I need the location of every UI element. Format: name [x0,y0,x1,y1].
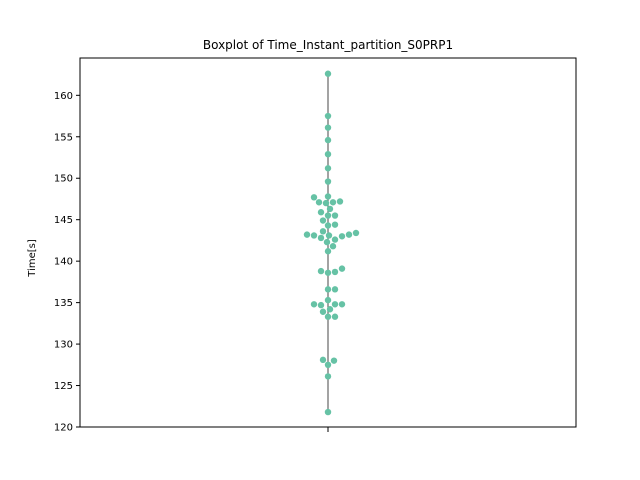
data-point [324,269,332,276]
data-point [310,301,318,308]
data-point [331,221,339,228]
data-point [338,301,346,308]
y-tick-label: 145 [54,215,73,226]
data-point [324,112,332,120]
data-point [303,231,311,238]
y-tick-label: 125 [54,381,73,392]
data-point [326,205,334,213]
data-point [324,313,332,320]
data-point [331,268,339,276]
data-point [329,243,337,250]
data-point [338,265,346,272]
data-point [324,136,332,144]
chart-title: Boxplot of Time_Instant_partition_S0PRP1 [203,38,453,52]
data-point [310,194,318,201]
data-point [324,178,332,185]
data-point [336,198,344,205]
data-point [331,236,339,243]
data-point [338,233,346,240]
data-point [324,222,332,229]
data-point [317,267,325,275]
swarm-points [303,70,360,416]
data-point [330,357,338,364]
data-point [324,150,332,158]
y-tick-label: 135 [54,298,73,309]
data-point [324,286,332,293]
data-point [324,408,332,416]
data-point [331,313,339,320]
data-point [324,212,332,219]
data-point [324,248,332,255]
data-point [331,286,339,293]
y-tick-label: 150 [54,174,73,185]
data-point [325,232,333,239]
data-point [319,356,327,364]
data-point [324,296,332,304]
data-point [319,228,327,235]
y-axis-label: Time[s] [27,239,38,278]
data-point [319,308,327,315]
data-point [317,209,325,216]
data-point [345,231,353,238]
data-point [322,199,330,207]
data-point [324,124,332,131]
data-point [324,70,332,77]
data-point [310,232,318,239]
data-point [317,234,325,242]
data-point [331,301,339,308]
y-tick-label: 130 [54,340,73,351]
data-point [329,199,337,206]
y-axis-ticks: 120 125 130 135 140 145 150 155 160 [54,91,80,434]
data-point [323,238,331,246]
data-point [324,193,332,200]
data-point [326,306,334,313]
y-tick-label: 140 [54,257,73,268]
data-point [319,217,327,224]
y-tick-label: 120 [54,423,73,434]
data-point [331,212,339,219]
data-point [315,199,323,206]
y-tick-label: 155 [54,132,73,143]
data-point [352,229,360,237]
data-point [324,361,332,369]
y-tick-label: 160 [54,91,73,102]
data-point [324,165,332,172]
data-point [324,373,332,380]
data-point [317,301,325,309]
